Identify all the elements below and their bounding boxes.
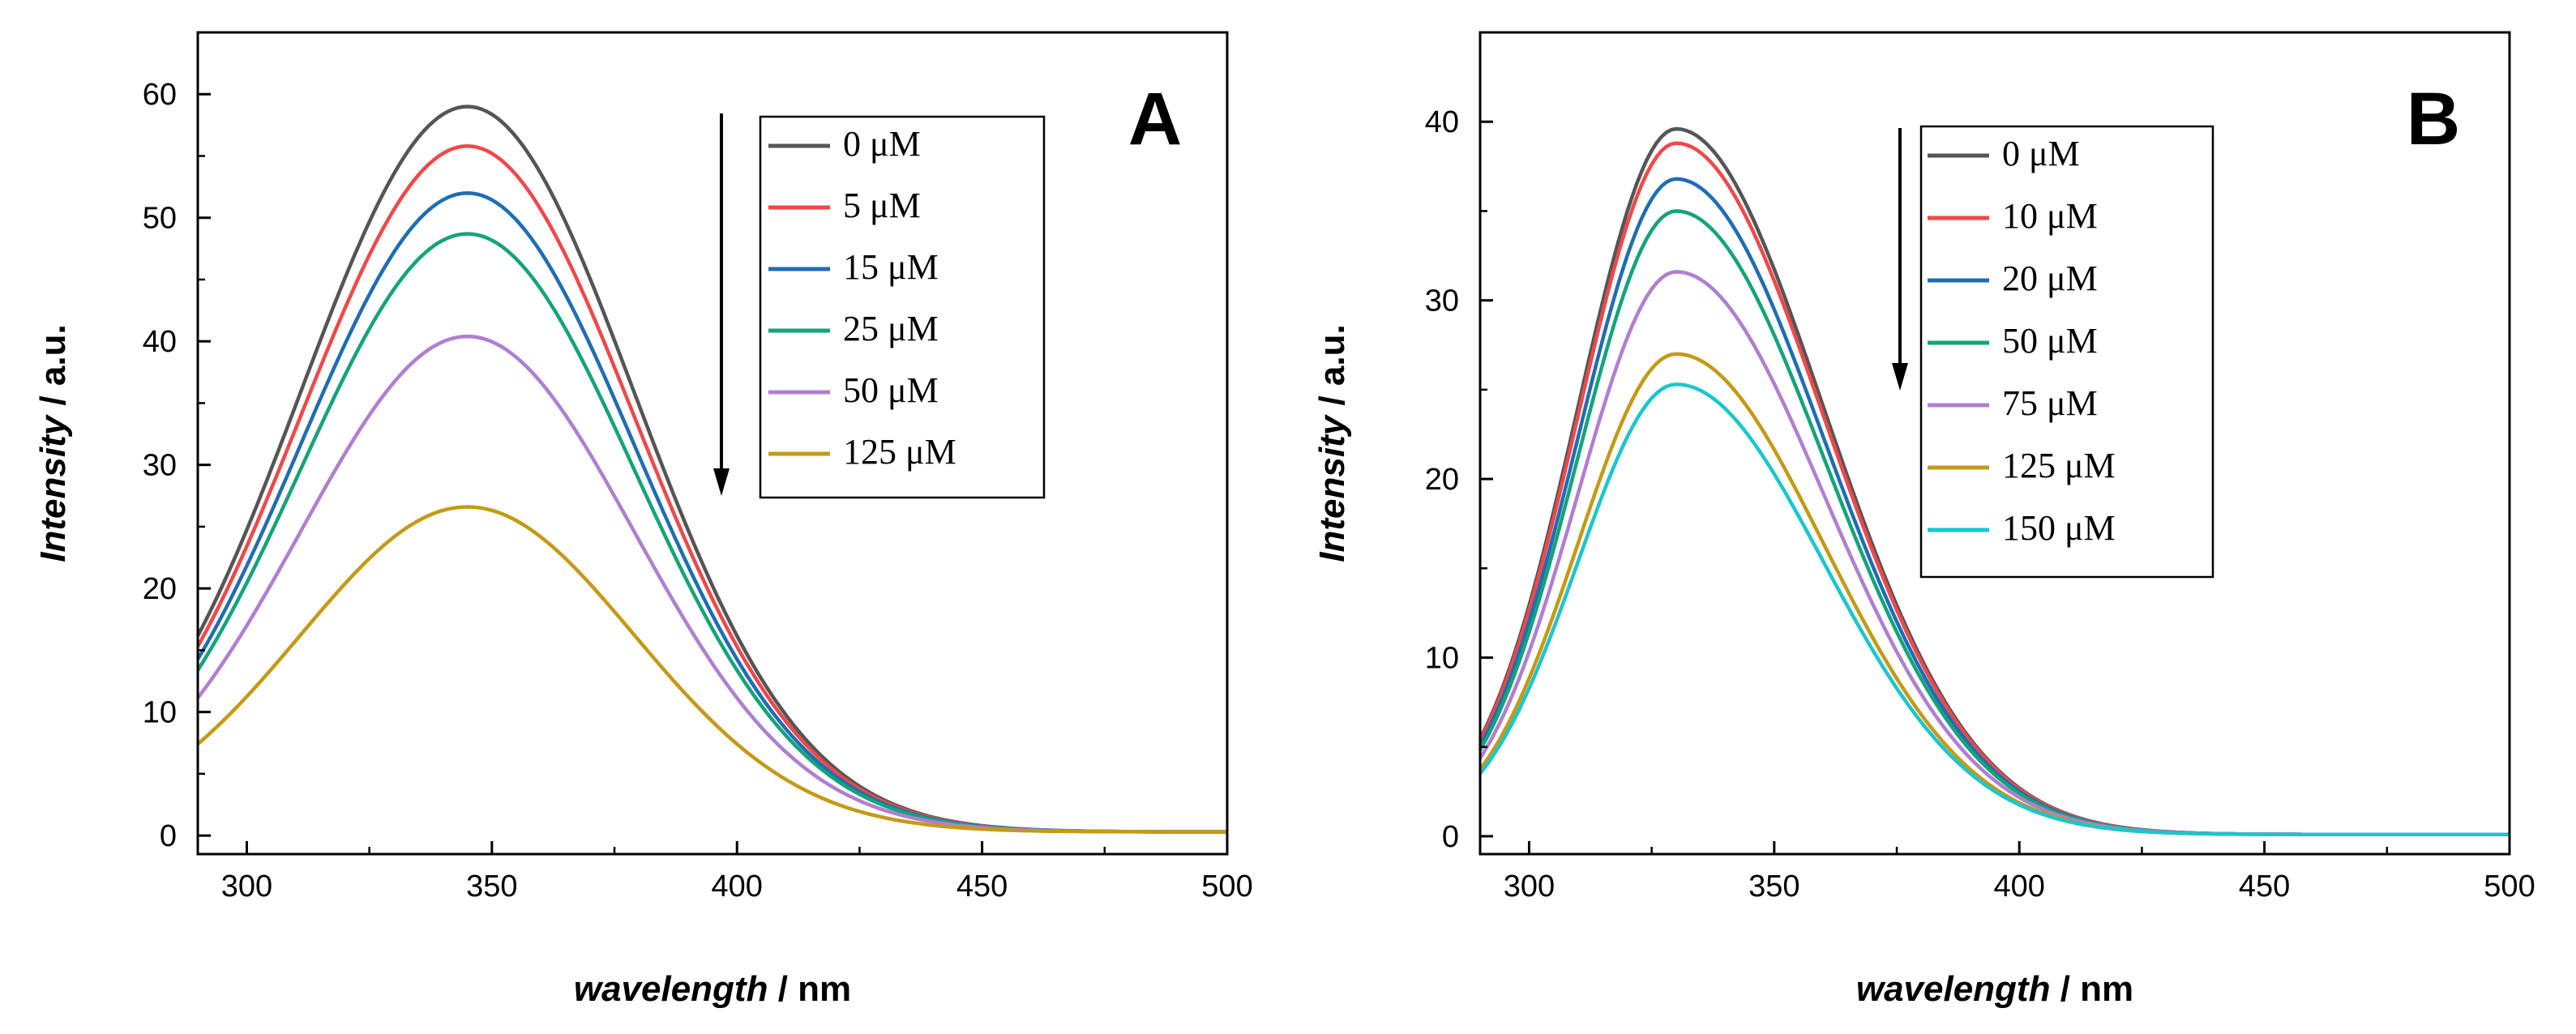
panel-b-legend-box: [1919, 125, 2214, 579]
panel-a-legend-box: [759, 115, 1046, 499]
y-tick-label: 0: [160, 819, 177, 853]
legend-label: 5 μM: [843, 186, 921, 225]
x-tick-label: 500: [1201, 870, 1252, 904]
panel-a-y-axis-label: Intensity / a.u.: [33, 324, 73, 562]
panel-a-plot-frame: [196, 31, 1229, 856]
panel-a-series-group: [195, 105, 1227, 834]
legend-label: 50 μM: [2002, 321, 2098, 361]
y-tick-label: 0: [1442, 820, 1459, 854]
panel-b-x-axis-label: wavelength / nm: [1856, 969, 2133, 1009]
x-tick-label: 350: [1748, 870, 1799, 904]
panel-b-plot-frame: [1478, 31, 2511, 856]
x-tick-label: 400: [712, 870, 763, 904]
series-line-2: [196, 144, 1227, 834]
y-tick-label: 40: [1425, 105, 1459, 139]
legend-label: 50 μM: [843, 370, 939, 410]
panel-b-letter: B: [2407, 78, 2460, 160]
legend-label: 15 μM: [843, 247, 939, 287]
panel-a-legend: 0 μM 5 μM 15 μM 25 μM 50 μM 125 μM: [759, 115, 1046, 499]
y-tick-label: 40: [143, 325, 177, 359]
panel-a-letter: A: [1128, 78, 1182, 160]
legend-label: 0 μM: [843, 124, 921, 164]
panel-b-y-axis-label: Intensity / a.u.: [1312, 324, 1352, 562]
x-tick-label: 400: [1994, 870, 2045, 904]
x-tick-label: 450: [956, 870, 1008, 904]
y-tick-label: 60: [143, 78, 177, 112]
panel-b-series-group: [1478, 126, 2510, 837]
panel-b-legend: 0 μM 10 μM 20 μM 50 μM 75 μM 125 μM 150 μM: [1919, 125, 2214, 579]
series-line-4: [196, 232, 1227, 834]
legend-label: 125 μM: [843, 432, 956, 472]
y-tick-label: 10: [1425, 642, 1459, 676]
x-tick-label: 350: [466, 870, 517, 904]
y-tick-label: 30: [143, 449, 177, 483]
y-tick-label: 10: [143, 696, 177, 730]
y-tick-label: 30: [1425, 284, 1459, 318]
legend-label: 75 μM: [2002, 383, 2098, 423]
panel-a-axis-ticks: 300 350 400 450 500 0 10 20 30 40 50 60: [143, 78, 1253, 904]
y-tick-label: 20: [1425, 463, 1459, 497]
series-line-7: [1478, 382, 2510, 837]
legend-label: 10 μM: [2002, 196, 2098, 236]
legend-label: 150 μM: [2002, 508, 2116, 548]
panel-b-chart: 300 350 400 450 500 0 10 20 30 40 0 μM 10 μM 20 μM 5…: [1312, 31, 2535, 1009]
legend-label: 125 μM: [2002, 446, 2116, 485]
panel-a-trend-arrow: [713, 113, 730, 496]
x-tick-label: 450: [2239, 870, 2290, 904]
panel-a-x-axis-label: wavelength / nm: [574, 969, 851, 1009]
legend-label: 0 μM: [2002, 134, 2080, 173]
panel-b-trend-arrow: [1892, 128, 1908, 391]
y-tick-label: 50: [143, 202, 177, 236]
panel-a-chart: 300 350 400 450 500 0 10 20 30 40 50 60 0 μM 5 μM 15 …: [33, 31, 1253, 1009]
x-tick-label: 300: [1504, 870, 1555, 904]
y-tick-label: 20: [143, 572, 177, 606]
panel-b-axis-ticks: 300 350 400 450 500 0 10 20 30 40: [1425, 105, 2535, 904]
x-tick-label: 500: [2484, 870, 2535, 904]
series-line-6: [196, 505, 1227, 834]
legend-label: 25 μM: [843, 309, 939, 348]
x-tick-label: 300: [221, 870, 272, 904]
legend-label: 20 μM: [2002, 258, 2098, 298]
